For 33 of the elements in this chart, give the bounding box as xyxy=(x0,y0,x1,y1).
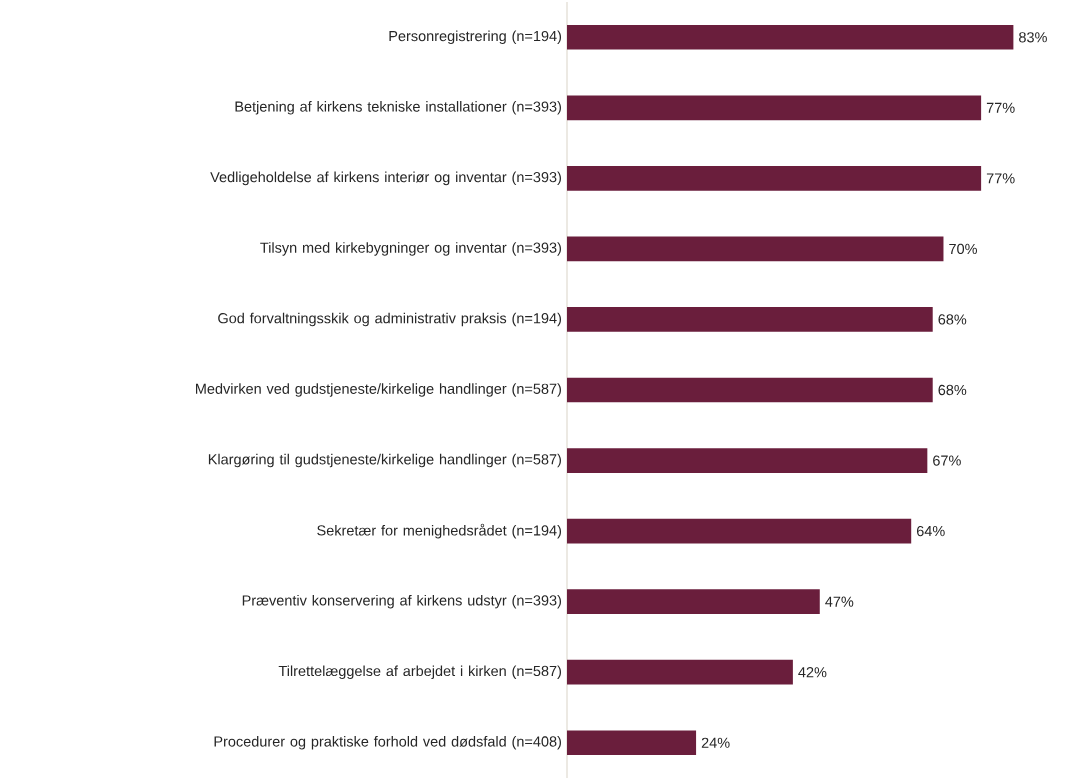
bar xyxy=(567,377,933,403)
data-label: 67% xyxy=(933,455,961,466)
data-label: 68% xyxy=(938,384,967,396)
y-tick-label: Betjening af kirkens tekniske installationer (n=393) xyxy=(235,101,561,115)
y-tick-label: God forvaltningsskik og administrativ praksis (n=194) xyxy=(218,312,561,327)
y-tick-label: Tilsyn med kirkebygninger og inventar (n=393) xyxy=(260,242,561,256)
data-label: 24% xyxy=(701,737,730,748)
y-tick-label: Personregistrering (n=194) xyxy=(389,30,562,45)
bar xyxy=(567,236,944,262)
bar xyxy=(567,307,933,332)
data-label: 70% xyxy=(949,243,977,255)
bar xyxy=(567,589,820,614)
y-tick-label: Procedurer og praktiske forhold ved dødsfald (n=408) xyxy=(214,735,561,750)
data-label: 77% xyxy=(986,173,1015,184)
data-label: 77% xyxy=(986,102,1015,113)
data-label: 83% xyxy=(1019,32,1047,43)
data-label: 68% xyxy=(938,314,967,325)
bar xyxy=(567,95,982,121)
data-label: 47% xyxy=(825,596,854,607)
bar xyxy=(567,659,793,685)
y-tick-label: Vedligeholdelse af kirkens interiør og inventar (n=393) xyxy=(210,171,561,186)
y-tick-label: Sekretær for menighedsrådet (n=194) xyxy=(317,523,562,539)
data-label: 64% xyxy=(916,525,945,537)
y-tick-label: Præventiv konservering af kirkens udstyr (n=393) xyxy=(242,594,562,609)
data-label: 42% xyxy=(798,667,827,678)
bar xyxy=(567,24,1014,50)
bar xyxy=(567,448,928,473)
y-tick-label: Medvirken ved gudstjeneste/kirkelige handlinger (n=587) xyxy=(196,383,561,397)
bar xyxy=(567,166,982,191)
y-tick-label: Klargøring til gudstjeneste/kirkelige handlinger (n=587) xyxy=(208,453,561,468)
bar xyxy=(567,730,697,756)
bar xyxy=(567,518,912,544)
y-tick-label: Tilrettelæggelse af arbejdet i kirken (n=587) xyxy=(278,665,561,679)
